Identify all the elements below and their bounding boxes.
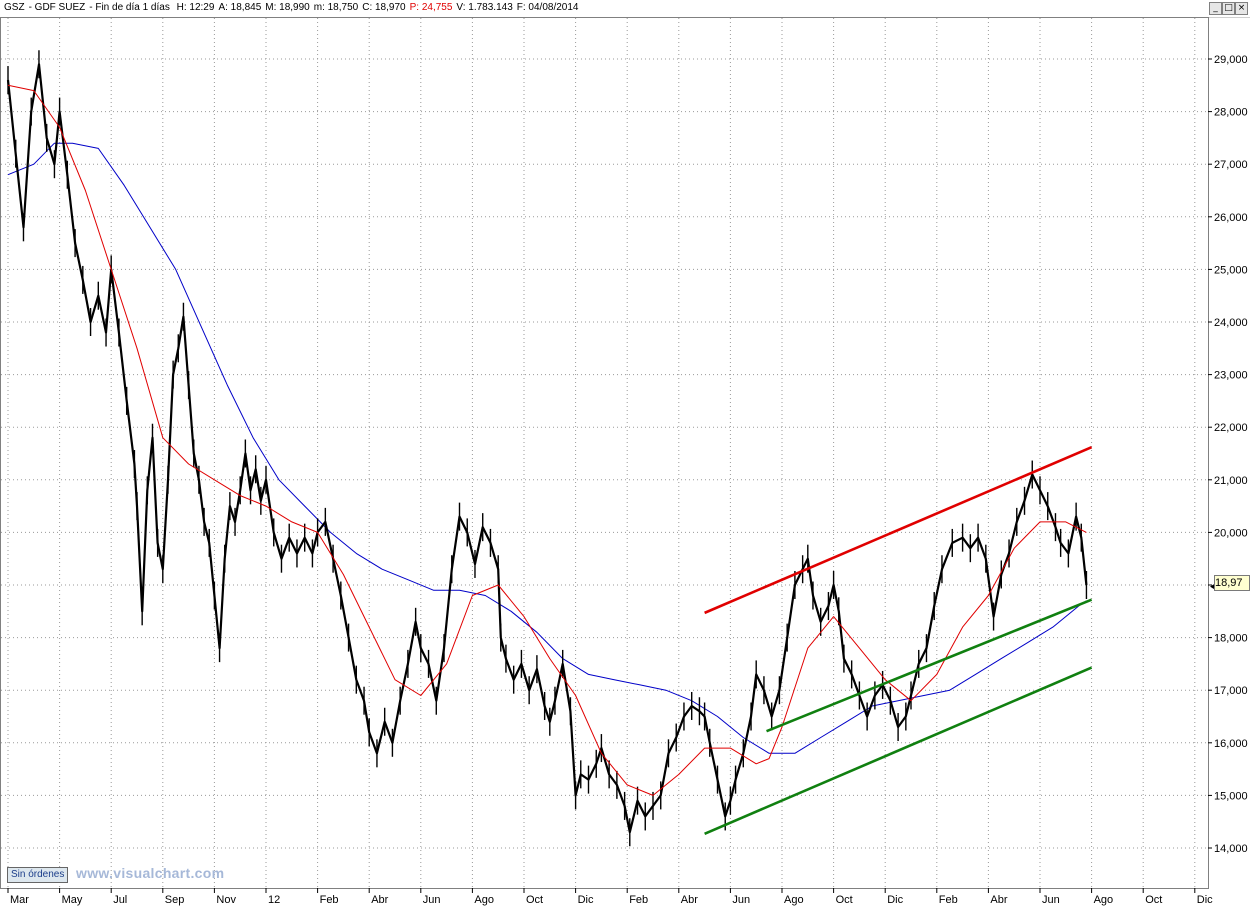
- x-tick-label: Abr: [371, 894, 388, 906]
- y-tick-label: 27,000: [1214, 159, 1248, 171]
- close-icon[interactable]: ×: [1235, 2, 1248, 15]
- x-tick-label: Jul: [113, 894, 127, 906]
- trendline-channel_lower[interactable]: [766, 598, 1093, 733]
- x-tick-label: May: [62, 894, 83, 906]
- y-tick-label: 16,000: [1214, 738, 1248, 750]
- instrument-name: GDF SUEZ: [34, 2, 86, 13]
- y-tick-label: 22,000: [1214, 422, 1248, 434]
- x-tick-label: Jun: [1042, 894, 1060, 906]
- x-tick-label: Ago: [1094, 894, 1114, 906]
- last-price-tag: 18,97: [1214, 575, 1250, 591]
- y-tick-label: 21,000: [1214, 475, 1248, 487]
- x-tick-label: Feb: [320, 894, 339, 906]
- trendline-channel_upper[interactable]: [704, 445, 1093, 615]
- x-tick-label: Jun: [423, 894, 441, 906]
- trendline-channel_lower[interactable]: [704, 666, 1093, 835]
- y-tick-label: 25,000: [1214, 264, 1248, 276]
- y-tick-label: 15,000: [1214, 790, 1248, 802]
- quote-fields: H: 12:29 A: 18,845 M: 18,990 m: 18,750 C: 18…: [177, 2, 583, 13]
- series-line-ma_fast: [7, 84, 1087, 796]
- y-tick-label: 24,000: [1214, 317, 1248, 329]
- plot-area: [0, 17, 1209, 889]
- y-tick-label: 28,000: [1214, 107, 1248, 119]
- x-axis: Mar May Jul Sep Nov 12 Feb Abr Jun Ago Oct Dic Feb Ab…: [7, 18, 1213, 906]
- timeframe: Fin de día 1 días: [95, 2, 170, 13]
- series-line-price: [6, 63, 1088, 834]
- series-group: [6, 50, 1093, 847]
- x-tick-label: Dic: [578, 894, 594, 906]
- x-tick-label: Dic: [1197, 894, 1213, 906]
- orders-status-badge[interactable]: Sin órdenes: [7, 867, 69, 883]
- x-tick-label: Feb: [629, 894, 648, 906]
- quote-field: H: 12:29: [176, 2, 215, 13]
- quote-field: C: 18,970: [362, 2, 406, 13]
- x-tick-label: Oct: [526, 894, 543, 906]
- x-tick-label: Feb: [939, 894, 958, 906]
- x-tick-label: Dic: [887, 894, 903, 906]
- watermark: www.visualchart.com: [76, 865, 225, 881]
- quote-field: A: 18,845: [218, 2, 262, 13]
- quote-field: F: 04/08/2014: [516, 2, 579, 13]
- x-tick-label: Oct: [836, 894, 853, 906]
- y-tick-label: 29,000: [1214, 54, 1248, 66]
- last-price-marker: [1210, 583, 1215, 590]
- minimize-icon[interactable]: _: [1209, 2, 1222, 15]
- x-tick-label: Oct: [1145, 894, 1162, 906]
- y-axis: 14,00015,00016,00017,00018,00019,00020,0…: [1, 54, 1248, 855]
- y-tick-label: 17,000: [1214, 685, 1248, 697]
- quote-field: M: 18,990: [265, 2, 310, 13]
- x-tick-label: Abr: [681, 894, 698, 906]
- x-tick-label: Ago: [474, 894, 494, 906]
- restore-icon[interactable]: □: [1222, 2, 1235, 15]
- quote-field: P: 24,755: [409, 2, 453, 13]
- x-tick-label: Nov: [216, 894, 236, 906]
- quote-field: m: 18,750: [313, 2, 359, 13]
- y-tick-label: 23,000: [1214, 370, 1248, 382]
- x-tick-label: Mar: [10, 894, 29, 906]
- y-tick-label: 20,000: [1214, 527, 1248, 539]
- quote-info: GSZ - GDF SUEZ - Fin de día 1 días H: 12:2…: [4, 2, 586, 13]
- x-tick-label: Jun: [732, 894, 750, 906]
- x-tick-label: Sep: [165, 894, 185, 906]
- x-tick-label: Abr: [990, 894, 1007, 906]
- y-tick-label: 26,000: [1214, 212, 1248, 224]
- y-tick-label: 14,000: [1214, 843, 1248, 855]
- symbol: GSZ: [4, 2, 25, 13]
- x-tick-label: 12: [268, 894, 280, 906]
- series-line-ma_slow: [7, 142, 1087, 754]
- price-chart[interactable]: 14,00015,00016,00017,00018,00019,00020,0…: [0, 17, 1250, 907]
- quote-field: V: 1.783.143: [456, 2, 513, 13]
- x-tick-label: Ago: [784, 894, 804, 906]
- y-tick-label: 18,000: [1214, 633, 1248, 645]
- chart-header: GSZ - GDF SUEZ - Fin de día 1 días H: 12:2…: [0, 0, 1250, 18]
